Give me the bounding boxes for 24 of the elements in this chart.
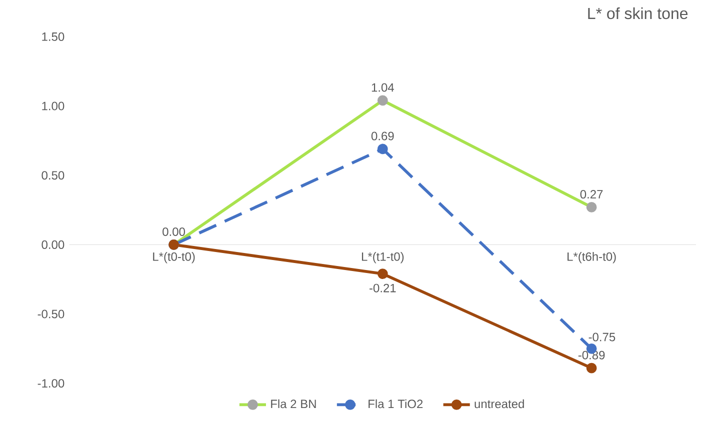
data-label: -0.75 xyxy=(588,332,616,342)
data-label: 0.00 xyxy=(162,227,185,236)
legend-label: untreated xyxy=(474,399,524,408)
point xyxy=(586,362,597,374)
data-label: 0.69 xyxy=(371,132,394,140)
legend-label: Fla 1 TiO2 xyxy=(368,399,423,408)
y-tick-label: -1.00 xyxy=(38,379,64,388)
legend-label: Fla 2 BN xyxy=(271,399,316,408)
y-tick-label: 0.00 xyxy=(42,240,64,249)
chart-title: L* of skin tone xyxy=(588,7,688,20)
data-label: -0.21 xyxy=(370,284,396,292)
y-tick-label: 1.50 xyxy=(42,32,64,41)
y-tick-label: 1.00 xyxy=(42,102,64,110)
y-tick-label: 0.50 xyxy=(42,171,64,180)
point xyxy=(377,144,388,154)
y-tick-label: -0.50 xyxy=(38,310,64,318)
point xyxy=(377,268,388,279)
point xyxy=(586,202,597,212)
x-tick-label: L*(t6h-t0) xyxy=(568,252,616,264)
x-tick-label: L*(t0-t0) xyxy=(153,252,195,264)
data-label: 1.04 xyxy=(372,83,394,92)
point xyxy=(377,95,388,106)
x-tick-label: L*(t1-t0) xyxy=(362,252,404,264)
data-label: 0.27 xyxy=(580,190,603,199)
